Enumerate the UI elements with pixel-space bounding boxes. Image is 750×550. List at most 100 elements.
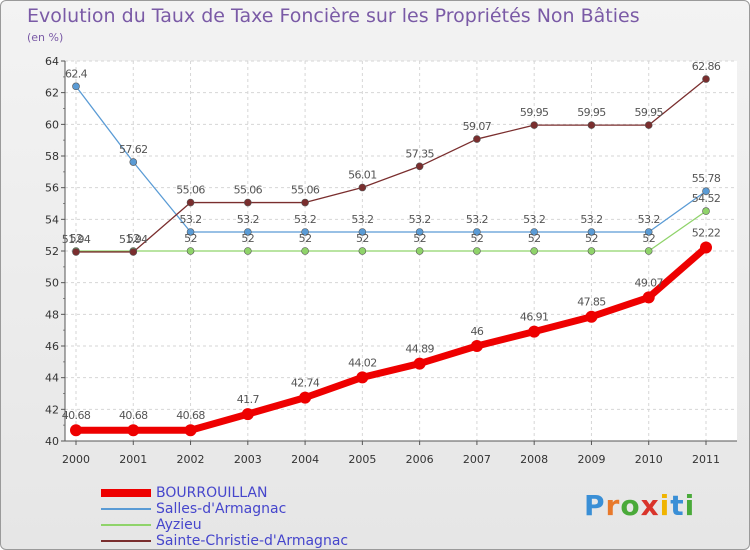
data-point bbox=[700, 241, 712, 254]
y-tick-label: 40 bbox=[45, 435, 59, 448]
series-line bbox=[76, 210, 707, 252]
y-tick-label: 58 bbox=[45, 150, 59, 163]
data-label: 52 bbox=[127, 232, 140, 245]
series-line bbox=[75, 85, 707, 233]
x-tick-label: 2003 bbox=[234, 453, 262, 466]
data-label: 59.07 bbox=[463, 120, 492, 133]
data-point bbox=[299, 391, 312, 404]
legend-swatch-sainte-christie bbox=[101, 540, 151, 542]
data-label: 52 bbox=[184, 232, 197, 245]
x-tick-label: 2005 bbox=[348, 453, 376, 466]
x-tick-label: 2006 bbox=[406, 453, 434, 466]
data-point bbox=[301, 247, 309, 255]
data-point bbox=[129, 248, 138, 256]
legend-swatch-salles bbox=[101, 508, 151, 510]
data-label: 53.2 bbox=[409, 213, 431, 226]
data-point bbox=[587, 228, 596, 236]
x-tick-label: 2011 bbox=[692, 453, 720, 466]
legend-item-sainte-christie[interactable]: Sainte-Christie-d'Armagnac bbox=[101, 533, 348, 549]
data-point bbox=[301, 198, 309, 207]
data-label: 41.7 bbox=[237, 393, 260, 406]
data-point bbox=[356, 371, 369, 384]
data-label: 62.86 bbox=[692, 60, 721, 73]
data-label: 55.06 bbox=[176, 184, 205, 197]
y-tick-label: 62 bbox=[45, 87, 59, 100]
data-point bbox=[244, 247, 252, 255]
logo-letter: P bbox=[584, 489, 606, 522]
data-label: 53.2 bbox=[351, 213, 373, 226]
data-point bbox=[415, 228, 424, 236]
data-label: 52 bbox=[585, 232, 598, 245]
y-tick-label: 52 bbox=[45, 245, 59, 258]
data-label: 57.35 bbox=[405, 147, 434, 160]
data-point bbox=[184, 424, 197, 437]
x-tick-label: 2010 bbox=[635, 453, 663, 466]
data-label: 42.74 bbox=[291, 377, 320, 390]
data-point bbox=[70, 424, 82, 437]
data-label: 55.78 bbox=[692, 172, 721, 185]
data-point bbox=[702, 75, 710, 83]
data-label: 52 bbox=[413, 232, 426, 245]
data-label: 53.2 bbox=[466, 213, 488, 226]
data-label: 55.06 bbox=[291, 184, 320, 197]
data-point bbox=[702, 187, 710, 195]
x-tick-label: 2009 bbox=[577, 453, 605, 466]
data-label: 52 bbox=[241, 232, 254, 245]
x-tick-label: 2004 bbox=[291, 453, 319, 466]
data-label: 54.52 bbox=[692, 192, 721, 205]
data-point bbox=[530, 228, 538, 236]
data-label: 55.06 bbox=[234, 184, 263, 197]
x-tick-label: 2000 bbox=[62, 453, 90, 466]
legend-label: Salles-d'Armagnac bbox=[156, 501, 287, 517]
chart-legend: BOURROUILLAN Salles-d'Armagnac Ayzieu Sa… bbox=[101, 485, 348, 549]
data-point bbox=[358, 247, 367, 255]
data-label: 53.2 bbox=[638, 213, 660, 226]
data-point bbox=[186, 198, 195, 207]
logo-letter: r bbox=[605, 489, 621, 522]
data-point bbox=[72, 82, 80, 91]
logo-letter: i bbox=[659, 489, 671, 522]
data-label: 40.68 bbox=[119, 409, 148, 422]
y-tick-label: 48 bbox=[45, 308, 59, 321]
chart-unit-label: (en %) bbox=[27, 31, 64, 44]
data-point bbox=[473, 247, 481, 255]
data-label: 53.2 bbox=[294, 213, 316, 226]
data-label: 59.95 bbox=[520, 106, 549, 119]
data-label: 52 bbox=[70, 232, 83, 245]
data-label: 40.68 bbox=[62, 409, 91, 422]
data-label: 52 bbox=[642, 232, 655, 245]
data-point bbox=[72, 248, 80, 256]
logo-letter: o bbox=[620, 489, 641, 522]
x-tick-label: 2008 bbox=[520, 453, 548, 466]
data-point bbox=[127, 424, 140, 437]
data-label: 53.2 bbox=[580, 213, 602, 226]
data-point bbox=[644, 121, 653, 129]
legend-item-bourrouillan[interactable]: BOURROUILLAN bbox=[101, 485, 348, 501]
data-point bbox=[129, 158, 138, 166]
data-label: 44.02 bbox=[348, 356, 377, 369]
logo-letter: i bbox=[684, 489, 696, 522]
data-point bbox=[413, 357, 426, 370]
data-point bbox=[470, 340, 483, 352]
chart-title: Evolution du Taux de Taxe Foncière sur l… bbox=[27, 5, 640, 27]
data-point bbox=[473, 228, 481, 236]
data-point bbox=[587, 247, 596, 255]
legend-label: BOURROUILLAN bbox=[156, 485, 268, 501]
data-point bbox=[358, 183, 367, 192]
data-label: 52 bbox=[299, 232, 312, 245]
data-point bbox=[186, 228, 195, 236]
data-label: 52 bbox=[471, 232, 484, 245]
data-label: 47.85 bbox=[577, 296, 606, 309]
x-tick-label: 2007 bbox=[463, 453, 491, 466]
data-label: 51.94 bbox=[119, 233, 148, 246]
legend-label: Sainte-Christie-d'Armagnac bbox=[156, 533, 349, 549]
y-tick-label: 56 bbox=[45, 182, 59, 195]
data-label: 56.01 bbox=[348, 169, 377, 182]
legend-swatch-bourrouillan bbox=[101, 489, 151, 497]
legend-swatch-ayzieu bbox=[101, 524, 151, 526]
legend-item-salles[interactable]: Salles-d'Armagnac bbox=[101, 501, 348, 517]
x-tick-label: 2002 bbox=[177, 453, 205, 466]
legend-item-ayzieu[interactable]: Ayzieu bbox=[101, 517, 348, 533]
